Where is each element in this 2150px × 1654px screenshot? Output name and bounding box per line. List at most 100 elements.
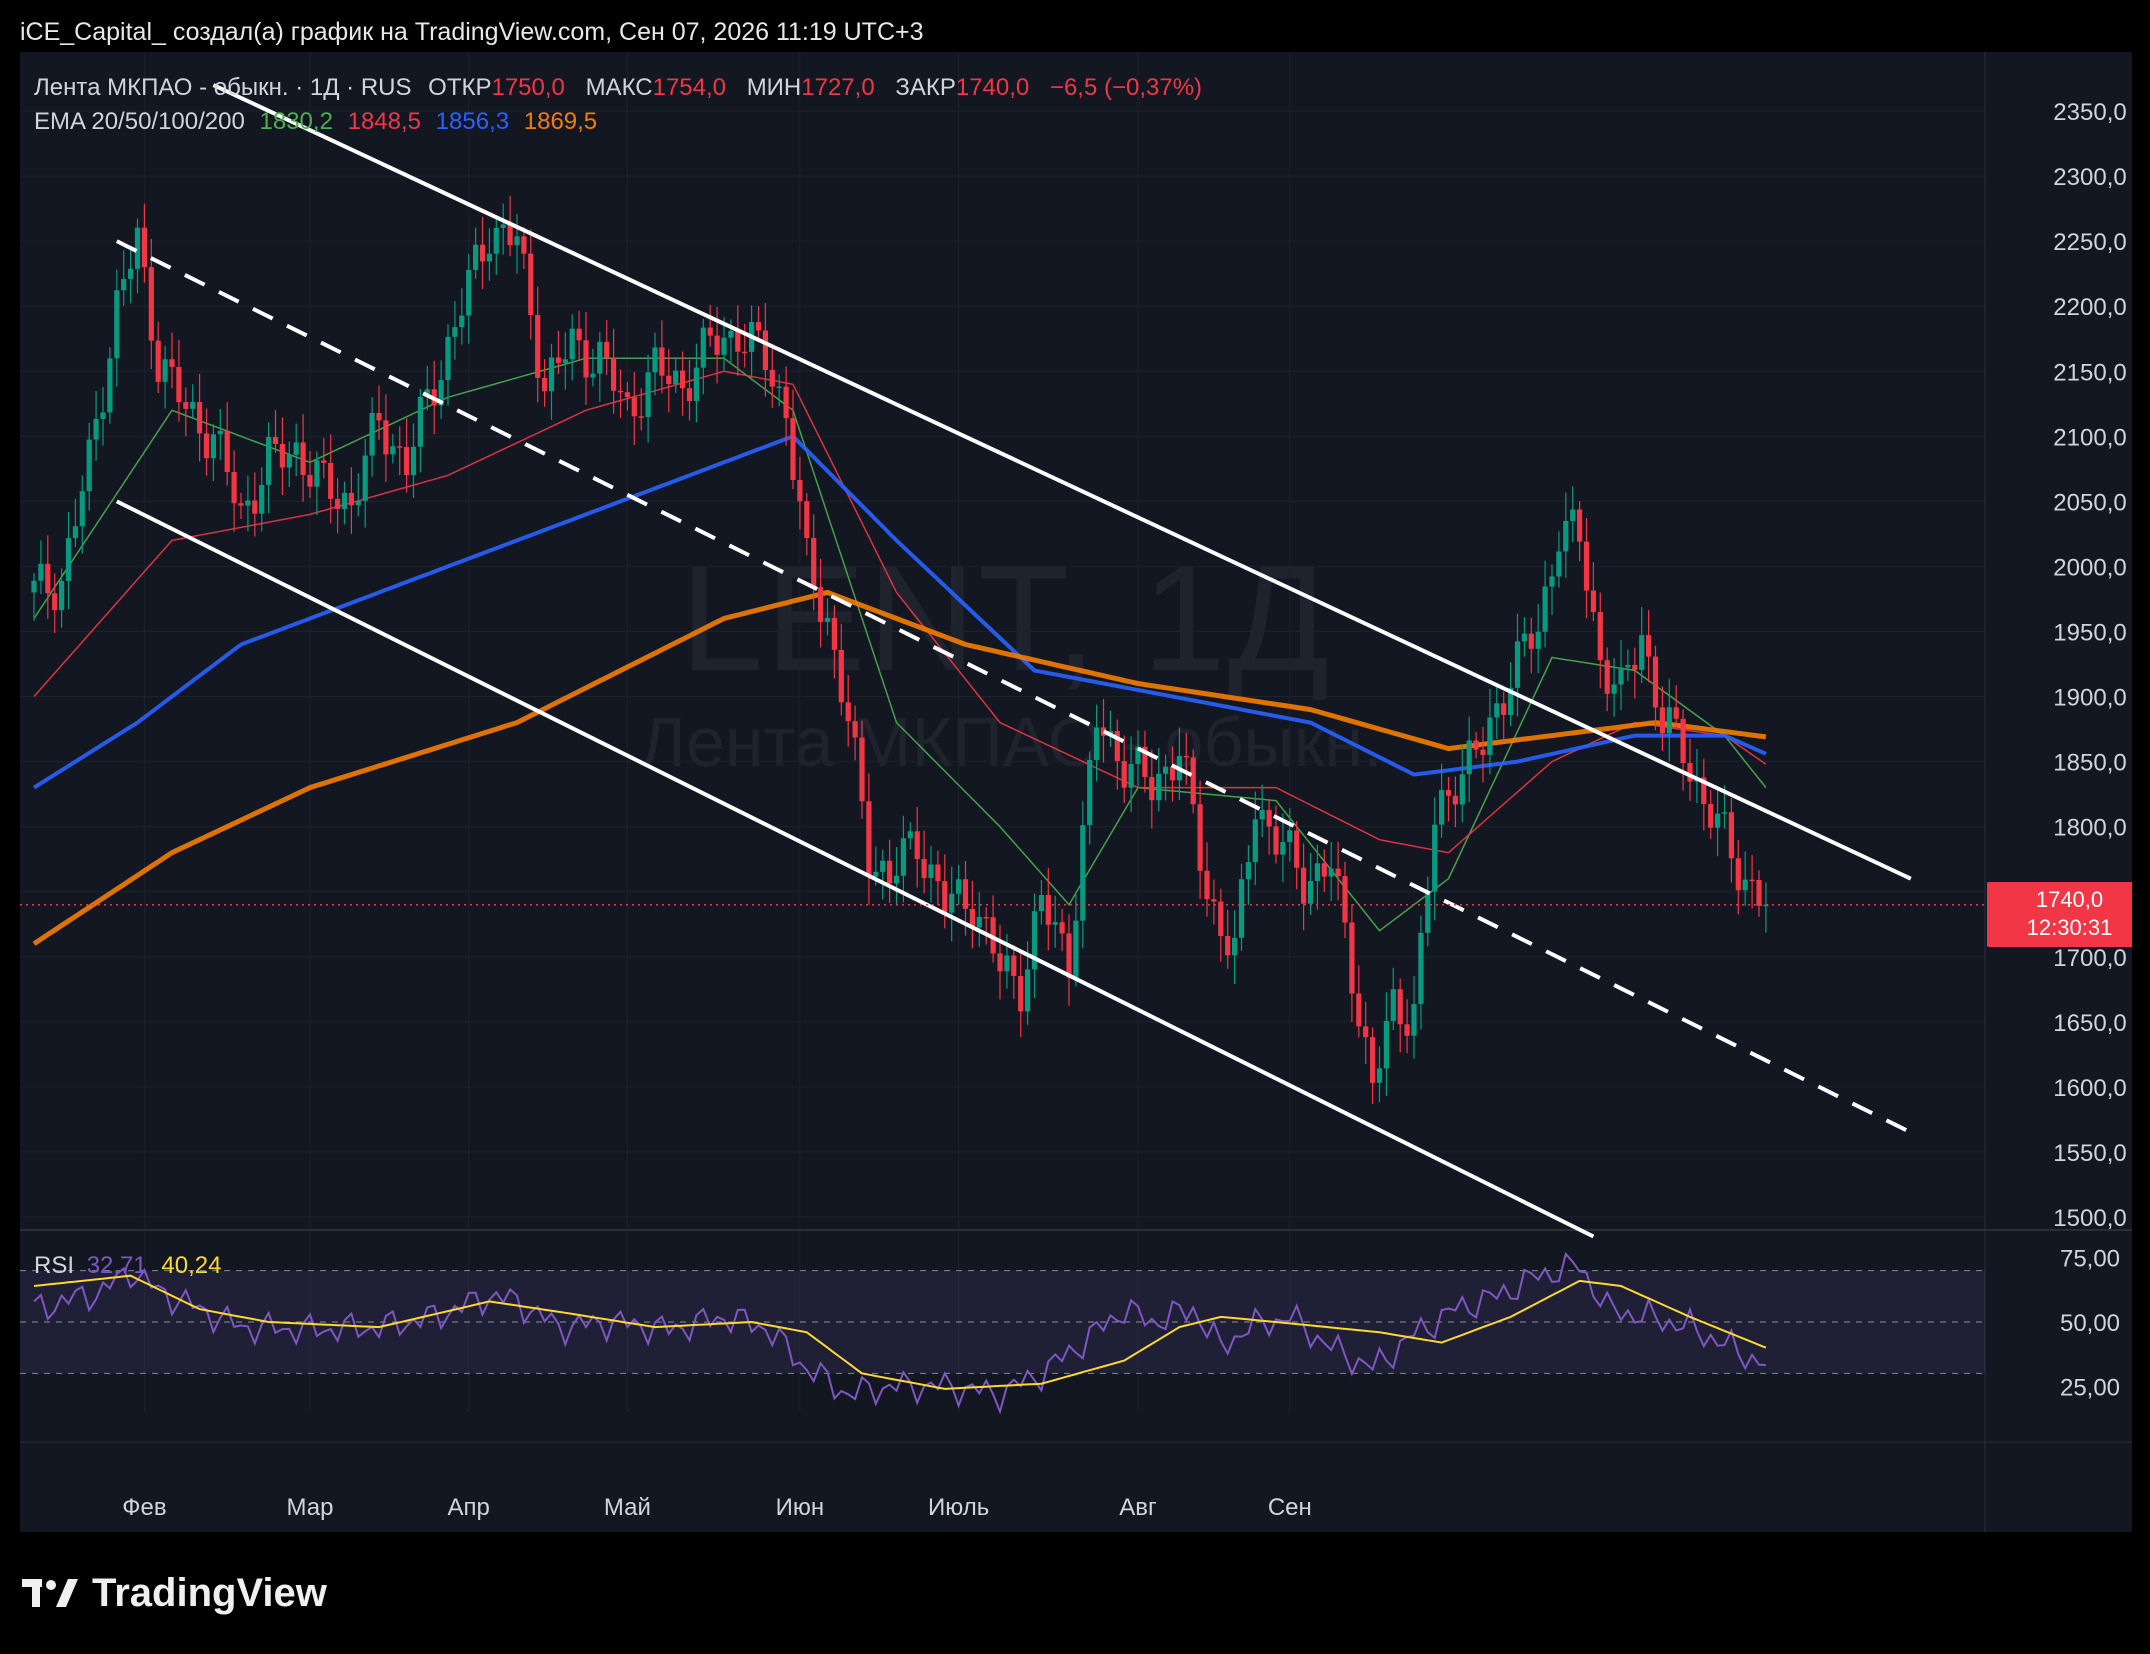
y-axis-tick: 1650,0: [2053, 1010, 2126, 1037]
y-axis-tick: 1850,0: [2053, 750, 2126, 777]
candle-body: [424, 389, 430, 397]
candle-body: [500, 224, 506, 228]
candle-body: [79, 491, 85, 527]
x-axis-tick: Фев: [122, 1494, 166, 1521]
candle-body: [990, 917, 996, 954]
x-axis-tick: Авг: [1119, 1494, 1157, 1521]
candle-body: [286, 454, 292, 468]
ema-label[interactable]: EMA 20/50/100/200: [34, 108, 245, 135]
candle-body: [1087, 759, 1093, 826]
y-axis-tick: 2300,0: [2053, 164, 2126, 191]
candle-body: [1418, 932, 1424, 1004]
candle-body: [197, 402, 203, 434]
candle-body: [907, 831, 913, 839]
x-axis-tick: Июн: [776, 1494, 825, 1521]
candle-body: [1556, 551, 1562, 577]
candle-body: [921, 859, 927, 878]
rsi-label[interactable]: RSI: [34, 1252, 75, 1279]
channel-line-upper: [212, 83, 1912, 881]
candle-body: [383, 420, 389, 455]
candle-body: [783, 386, 789, 419]
candle-body: [1583, 541, 1590, 591]
candle-body: [742, 351, 748, 354]
rsi-legend[interactable]: RSI 32,71 40,24: [34, 1252, 229, 1280]
candle-body: [873, 871, 879, 877]
candle-body: [1473, 740, 1479, 750]
candle-body: [569, 328, 575, 360]
candle-body: [259, 484, 265, 514]
candle-body: [59, 580, 65, 611]
candle-body: [224, 430, 230, 473]
candle-body: [1018, 975, 1024, 1012]
ema-line-ema100: [32, 433, 1767, 790]
candle-body: [452, 327, 458, 337]
candle-body: [1135, 746, 1141, 765]
y-axis-tick: 1900,0: [2053, 685, 2126, 712]
candle-body: [321, 460, 327, 463]
x-axis-tick: Сен: [1268, 1494, 1312, 1521]
candle-body: [1445, 790, 1452, 796]
candle-body: [693, 367, 699, 402]
bar-countdown: 12:30:31: [2026, 915, 2113, 940]
candle-body: [1356, 993, 1362, 1027]
candle-body: [845, 702, 851, 722]
x-axis-tick: Апр: [448, 1494, 490, 1521]
candle-body: [1004, 955, 1010, 972]
candle-body: [811, 537, 817, 588]
candle-body: [1059, 922, 1065, 934]
candle-body: [1563, 520, 1569, 552]
legend-high: 1754,0: [652, 74, 727, 101]
candle-body: [949, 893, 955, 913]
candle-body: [1480, 749, 1486, 755]
candle-body: [245, 500, 251, 506]
candle-body: [852, 721, 858, 738]
candle-body: [1211, 899, 1217, 902]
ema100-value: 1856,3: [435, 108, 510, 135]
candle-body: [52, 593, 58, 611]
candle-body: [1728, 812, 1734, 859]
tradingview-logo-icon: [22, 1579, 78, 1607]
candle-body: [1521, 633, 1527, 642]
candle-body: [1025, 969, 1031, 1012]
candle-body: [376, 412, 382, 421]
candle-body: [162, 359, 168, 382]
tradingview-logo[interactable]: TradingView: [22, 1568, 327, 1618]
candle-body: [438, 380, 444, 406]
candle-body: [838, 649, 844, 703]
candle-body: [956, 879, 962, 894]
candle-body: [155, 340, 161, 382]
candle-body: [1439, 790, 1445, 825]
y-axis-tick: 1600,0: [2053, 1075, 2126, 1102]
candle-body: [638, 416, 644, 418]
rsi-line: [33, 1251, 1766, 1415]
candle-body: [528, 253, 534, 316]
candle-body: [1639, 635, 1645, 670]
candle-body: [1287, 830, 1293, 843]
candle-body: [859, 737, 865, 802]
candle-body: [1590, 590, 1596, 613]
candle-body: [804, 501, 810, 538]
candle-body: [1252, 819, 1258, 863]
candle-body: [866, 801, 872, 877]
last-price-badge: 1740,0 12:30:31: [1987, 882, 2132, 947]
price-chart-svg[interactable]: 2350,0 2300,0 2250,0 2200,0 2150,0 2100,0 2050…: [20, 52, 2132, 1532]
ohlc-legend: Лента МКПАО - обыкн. · 1Д · RUS ОТКР1750…: [34, 74, 1216, 102]
candle-body: [1390, 989, 1396, 1021]
candle-body: [1031, 911, 1038, 970]
legend-change: −6,5 (−0,37%): [1049, 74, 1203, 101]
y-axis-tick: 2250,0: [2053, 229, 2126, 256]
candle-body: [1625, 664, 1631, 668]
legend-symbol[interactable]: Лента МКПАО - обыкн. · 1Д · RUS: [34, 74, 412, 101]
candle-body: [190, 402, 196, 409]
candle-body: [928, 864, 934, 878]
candle-body: [514, 236, 520, 246]
candle-body: [1501, 703, 1507, 715]
candle-body: [831, 617, 837, 650]
candle-body: [735, 330, 741, 352]
ema-legend[interactable]: EMA 20/50/100/200 1830,2 1848,5 1856,3 1…: [34, 108, 605, 136]
candle-body: [1666, 707, 1672, 734]
candle-body: [659, 347, 665, 376]
candle-body: [238, 503, 244, 506]
chart-panel[interactable]: LENT, 1Д Лента МКПАО - обыкн. 2350,0 2300…: [20, 52, 2132, 1532]
candle-body: [583, 340, 589, 378]
